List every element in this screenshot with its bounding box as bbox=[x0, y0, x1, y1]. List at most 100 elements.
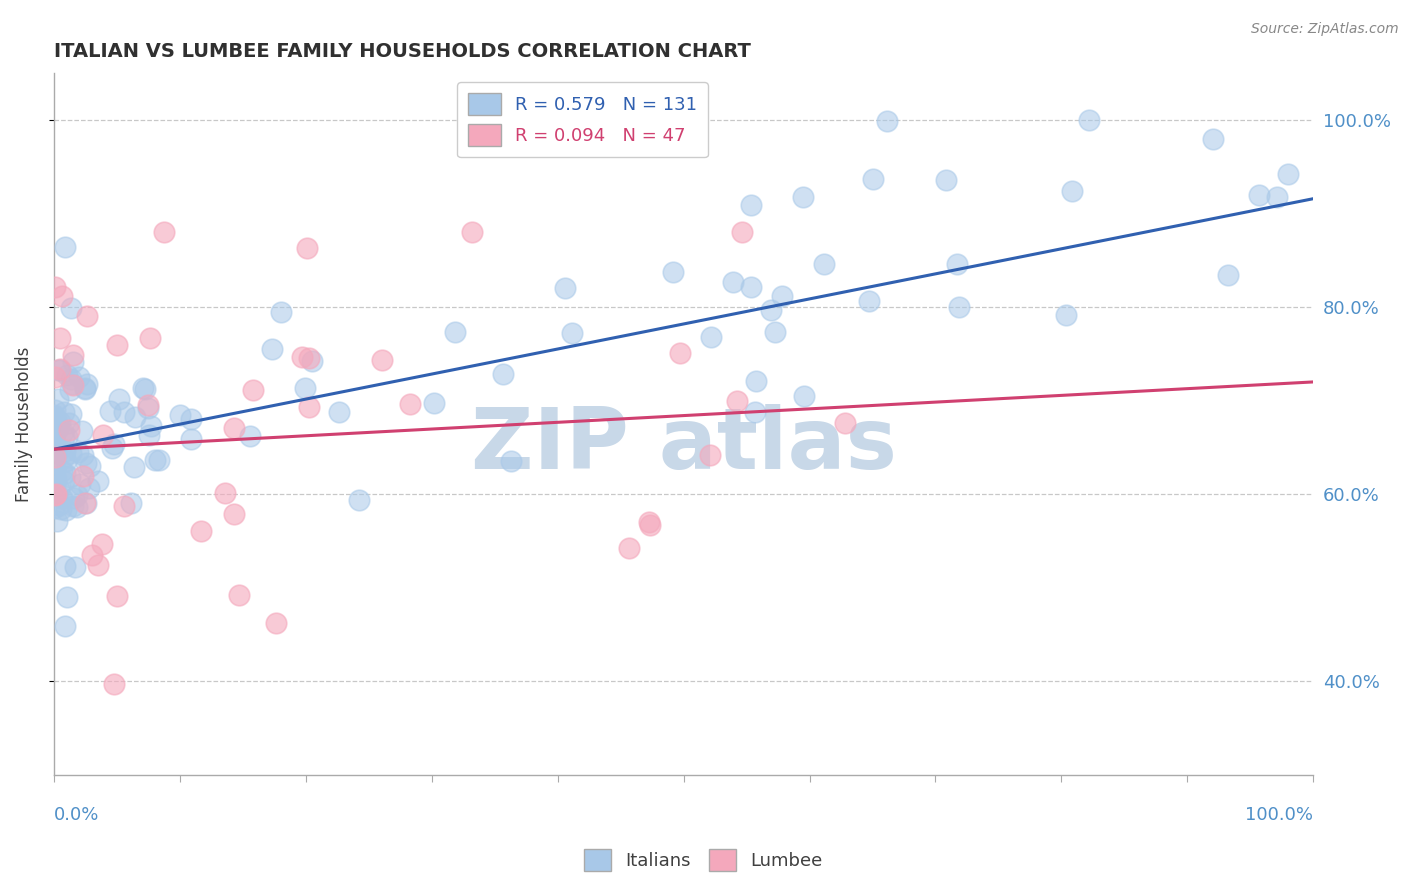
Point bbox=[792, 190, 814, 204]
Point bbox=[53, 558, 76, 573]
Point bbox=[48, 498, 70, 512]
Point bbox=[398, 397, 420, 411]
Point bbox=[75, 456, 97, 470]
Point bbox=[69, 477, 91, 491]
Point bbox=[46, 419, 69, 434]
Point bbox=[721, 276, 744, 290]
Legend: Italians, Lumbee: Italians, Lumbee bbox=[576, 842, 830, 879]
Point bbox=[49, 501, 72, 516]
Point bbox=[266, 616, 288, 631]
Point bbox=[143, 453, 166, 467]
Point bbox=[105, 338, 128, 352]
Point bbox=[1062, 184, 1084, 198]
Point bbox=[270, 305, 292, 319]
Point bbox=[56, 430, 79, 444]
Point bbox=[51, 289, 73, 303]
Point bbox=[59, 470, 82, 484]
Point bbox=[86, 474, 108, 488]
Point bbox=[75, 496, 97, 510]
Point bbox=[98, 404, 121, 418]
Point bbox=[44, 410, 66, 425]
Point bbox=[59, 383, 82, 397]
Point bbox=[62, 355, 84, 369]
Point bbox=[561, 326, 583, 340]
Point bbox=[461, 225, 484, 239]
Point bbox=[44, 402, 66, 417]
Point bbox=[239, 429, 262, 443]
Legend: R = 0.579   N = 131, R = 0.094   N = 47: R = 0.579 N = 131, R = 0.094 N = 47 bbox=[457, 82, 709, 157]
Point bbox=[112, 499, 135, 513]
Point bbox=[122, 459, 145, 474]
Point bbox=[52, 430, 75, 444]
Point bbox=[73, 382, 96, 396]
Point bbox=[48, 363, 70, 377]
Point bbox=[49, 361, 72, 376]
Point bbox=[139, 419, 162, 434]
Point bbox=[124, 409, 146, 424]
Point bbox=[76, 377, 98, 392]
Point bbox=[152, 225, 174, 239]
Text: ITALIAN VS LUMBEE FAMILY HOUSEHOLDS CORRELATION CHART: ITALIAN VS LUMBEE FAMILY HOUSEHOLDS CORR… bbox=[53, 42, 751, 61]
Point bbox=[740, 280, 762, 294]
Point bbox=[617, 541, 640, 555]
Point bbox=[105, 589, 128, 603]
Point bbox=[1054, 308, 1077, 322]
Point bbox=[138, 398, 160, 412]
Point bbox=[48, 443, 70, 458]
Point bbox=[44, 279, 66, 293]
Point bbox=[298, 400, 321, 414]
Point bbox=[67, 370, 90, 384]
Point bbox=[59, 372, 82, 386]
Point bbox=[44, 370, 66, 384]
Point bbox=[1201, 132, 1223, 146]
Point bbox=[793, 389, 815, 403]
Point bbox=[138, 331, 160, 345]
Point bbox=[1078, 113, 1101, 128]
Point bbox=[48, 483, 70, 497]
Point bbox=[744, 405, 766, 419]
Point bbox=[44, 485, 66, 500]
Point bbox=[56, 368, 79, 382]
Point bbox=[1277, 167, 1299, 181]
Point bbox=[371, 352, 394, 367]
Text: Source: ZipAtlas.com: Source: ZipAtlas.com bbox=[1251, 22, 1399, 37]
Point bbox=[298, 351, 321, 365]
Point bbox=[180, 412, 202, 426]
Point bbox=[328, 405, 350, 419]
Point bbox=[45, 413, 67, 427]
Point bbox=[62, 499, 84, 513]
Point bbox=[301, 354, 323, 368]
Point bbox=[59, 301, 82, 315]
Text: 0.0%: 0.0% bbox=[53, 806, 100, 824]
Point bbox=[48, 331, 70, 345]
Point bbox=[637, 515, 659, 529]
Point bbox=[65, 560, 87, 574]
Point bbox=[45, 473, 67, 487]
Point bbox=[294, 380, 316, 394]
Point bbox=[1265, 190, 1288, 204]
Point bbox=[554, 281, 576, 295]
Point bbox=[107, 392, 129, 407]
Point bbox=[73, 381, 96, 395]
Point bbox=[60, 407, 83, 421]
Point bbox=[53, 450, 76, 465]
Point bbox=[492, 367, 515, 381]
Point bbox=[813, 257, 835, 271]
Point bbox=[51, 491, 73, 505]
Point bbox=[638, 517, 661, 532]
Point bbox=[44, 408, 66, 422]
Point bbox=[87, 558, 110, 572]
Point bbox=[72, 469, 94, 483]
Point bbox=[120, 496, 142, 510]
Point bbox=[73, 496, 96, 510]
Point bbox=[876, 114, 898, 128]
Point bbox=[44, 472, 66, 486]
Point bbox=[763, 325, 786, 339]
Point bbox=[103, 677, 125, 691]
Point bbox=[169, 408, 191, 422]
Point bbox=[132, 381, 155, 395]
Point bbox=[76, 309, 98, 323]
Text: ZIP atlas: ZIP atlas bbox=[471, 403, 897, 486]
Point bbox=[53, 444, 76, 458]
Point bbox=[347, 493, 370, 508]
